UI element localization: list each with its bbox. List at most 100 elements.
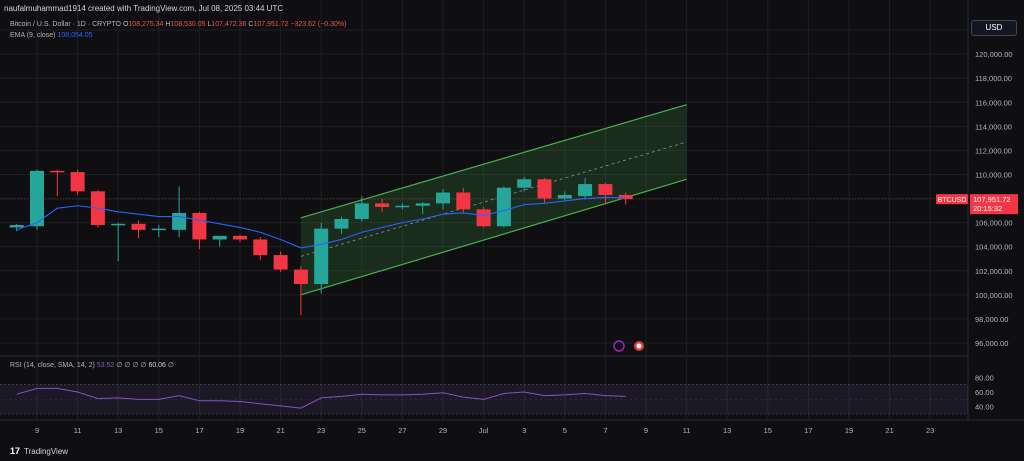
price-tick-label: 98,000.00 [975,315,1008,324]
candle-body [557,194,572,199]
chart-credit: naufalmuhammad1914 created with TradingV… [4,4,284,13]
time-tick-label: 5 [563,426,567,435]
candle-body [496,187,511,227]
rsi-placeholders: ∅ ∅ ∅ ∅ [116,362,147,369]
time-tick-label: 9 [644,426,648,435]
price-tick-label: 104,000.00 [975,243,1013,252]
channel-upper-line [300,104,687,219]
tradingview-logo-icon: 17 [10,446,21,456]
change-value: −323.62 (−0.30%) [290,21,347,28]
ema-line [16,196,626,249]
ema-legend[interactable]: EMA (9, close) 108,054.05 [10,32,93,39]
tradingview-brand[interactable]: 17 TradingView [10,446,68,456]
candle-body [70,172,85,192]
time-tick-label: 15 [155,426,163,435]
ema-label: EMA (9, close) [10,32,56,39]
symbol-legend: Bitcoin / U.S. Dollar · 1D · CRYPTO O 108… [10,21,346,28]
close-value: 107,951.72 [253,21,289,28]
candle-body [111,223,126,226]
time-tick-label: 29 [439,426,447,435]
candle-body [212,235,227,240]
time-tick-label: 7 [603,426,607,435]
time-tick-label: 27 [398,426,406,435]
time-tick-label: 13 [723,426,731,435]
rsi-value: 53.52 [96,362,115,369]
symbol-tag-bg [936,194,968,205]
rsi-line [16,387,626,409]
channel-median-line [300,141,687,257]
price-tick-label: 114,000.00 [975,122,1012,131]
price-tick-label: 118,000.00 [975,74,1012,83]
brand-label: TradingView [24,446,69,456]
symbol-tag-text: BTCUSD [938,197,967,204]
rsi-legend[interactable]: RSI (14, close, SMA, 14, 2) 53.52 ∅ ∅ ∅ … [10,361,174,369]
price-tag-bg [970,194,1018,215]
price-tick-label: 106,000.00 [975,219,1013,228]
high-label: H [165,21,171,28]
candle-body [273,255,288,270]
candle-body [415,203,430,206]
candle-body [395,205,410,208]
price-tick-label: 120,000.00 [975,50,1013,59]
price-tick-label: 112,000.00 [975,146,1012,155]
time-tick-label: 3 [522,426,526,435]
time-tick-label: 19 [845,426,853,435]
candle-body [50,170,65,173]
candle-body [618,194,633,200]
candle-body [354,203,369,220]
time-tick-label: 23 [317,426,325,435]
time-tick-label: 17 [804,426,812,435]
candle-body [172,212,187,230]
time-tick-label: 11 [683,426,691,435]
candle-body [517,179,532,188]
channel-fill [300,104,687,295]
rsi-tick-label: 40.00 [975,403,994,412]
candle-body [233,235,247,240]
candle-body [131,223,146,230]
low-value: 107,472.36 [211,21,247,28]
price-tag-countdown: 20:15:32 [973,204,1002,213]
symbol-title[interactable]: Bitcoin / U.S. Dollar · 1D · CRYPTO [10,21,121,28]
rsi-sma-value: 60.06 [148,362,166,369]
candle-body [253,239,268,256]
time-tick-label: 11 [74,426,82,435]
candle-body [375,203,390,207]
candle-body [151,228,166,231]
price-tick-label: 100,000.00 [975,291,1013,300]
time-tick-label: 13 [114,426,122,435]
candle-body [436,192,450,204]
time-tick-label: 17 [195,426,203,435]
candle-body [476,209,491,227]
price-tick-label: 102,000.00 [975,267,1013,276]
candle-body [192,212,207,240]
time-tick-label: 25 [358,426,366,435]
rsi-trailing: ∅ [167,362,175,369]
high-value: 108,530.05 [170,21,206,28]
candle-body [293,269,308,284]
candle-body [9,225,24,228]
candle-body [537,179,552,199]
time-tick-label: 15 [764,426,772,435]
time-tick-label: Jul [479,426,489,435]
candle-body [30,170,44,227]
price-tag-value: 107,951.72 [973,195,1011,204]
rsi-label: RSI (14, close, SMA, 14, 2) [10,362,95,369]
open-label: O [122,21,129,28]
time-tick-label: 19 [236,426,244,435]
price-tick-label: 116,000.00 [975,98,1012,107]
time-tick-label: 9 [35,426,39,435]
time-tick-label: 21 [276,426,284,435]
price-tick-label: 96,000.00 [975,339,1008,348]
candle-body [456,192,471,210]
event-icon-us-flag-inner [636,343,642,349]
currency-button[interactable]: USD [971,20,1017,36]
candle-body [334,219,349,229]
rsi-tick-label: 60.00 [975,388,994,397]
close-label: C [248,21,254,28]
event-icon-economic [613,340,625,352]
candle-body [598,184,613,195]
candle-body [314,228,329,284]
